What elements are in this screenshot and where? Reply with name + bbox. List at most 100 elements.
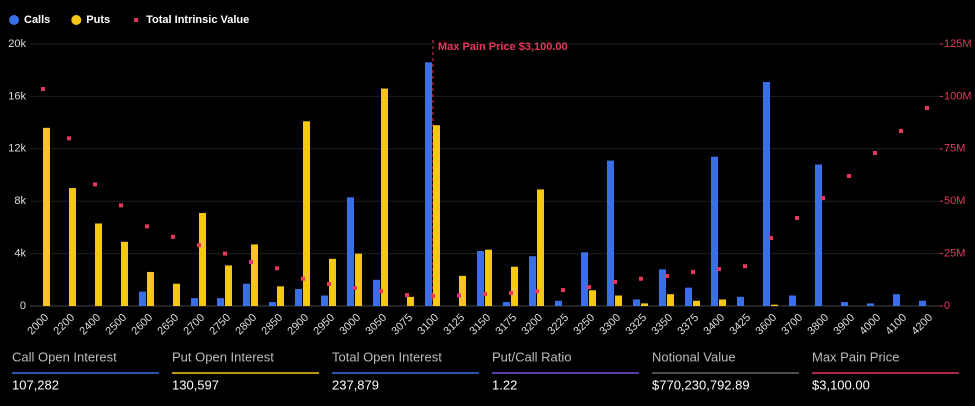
x-tick-label: 3900 bbox=[831, 312, 857, 338]
y-tick-label: 4k bbox=[14, 248, 26, 260]
bar bbox=[199, 212, 206, 306]
x-tick-label: 3300 bbox=[597, 312, 623, 338]
bar bbox=[589, 290, 596, 306]
bar bbox=[43, 127, 50, 306]
legend-label: Calls bbox=[24, 14, 50, 26]
scatter-point bbox=[119, 203, 123, 208]
bar bbox=[685, 287, 692, 306]
bar bbox=[815, 164, 822, 306]
stat-label: Call Open Interest bbox=[12, 349, 117, 364]
bar bbox=[355, 253, 362, 306]
bar bbox=[347, 197, 354, 306]
y2-tick-label: 25M bbox=[944, 248, 965, 260]
bar bbox=[511, 266, 518, 306]
stat-value: 1.22 bbox=[492, 377, 517, 392]
bar bbox=[217, 298, 224, 306]
scatter-point bbox=[41, 87, 45, 92]
x-tick-label: 2200 bbox=[51, 312, 77, 338]
scatter-point bbox=[457, 293, 461, 298]
scatter-point bbox=[483, 292, 487, 297]
x-tick-label: 3250 bbox=[571, 312, 597, 338]
bar bbox=[121, 241, 128, 306]
scatter-point bbox=[613, 279, 617, 284]
x-tick-label: 3325 bbox=[623, 312, 649, 338]
y2-tick-label: 0 bbox=[944, 300, 950, 312]
x-tick-label: 2850 bbox=[259, 312, 285, 338]
y2-tick-label: 125M bbox=[944, 38, 972, 50]
x-tick-label: 3100 bbox=[415, 312, 441, 338]
scatter-point bbox=[171, 234, 175, 239]
scatter-point bbox=[743, 264, 747, 269]
bar bbox=[243, 283, 250, 306]
x-tick-label: 3200 bbox=[519, 312, 545, 338]
bar bbox=[633, 299, 640, 306]
bar bbox=[893, 294, 900, 306]
x-tick-label: 2500 bbox=[103, 312, 129, 338]
bar bbox=[295, 288, 302, 306]
y-tick-label: 8k bbox=[14, 195, 26, 207]
x-tick-label: 3375 bbox=[675, 312, 701, 338]
bar bbox=[555, 300, 562, 306]
x-tick-label: 2900 bbox=[285, 312, 311, 338]
scatter-point bbox=[795, 215, 799, 220]
bar bbox=[407, 296, 414, 306]
x-tick-label: 4200 bbox=[909, 312, 935, 338]
bar bbox=[607, 160, 614, 306]
legend-marker bbox=[9, 15, 19, 25]
x-tick-label: 3425 bbox=[727, 312, 753, 338]
bar bbox=[95, 223, 102, 306]
bar bbox=[711, 156, 718, 306]
scatter-point bbox=[847, 174, 851, 179]
x-tick-label: 2600 bbox=[129, 312, 155, 338]
scatter-point bbox=[769, 236, 773, 241]
bar bbox=[771, 304, 778, 306]
bar bbox=[373, 279, 380, 306]
x-tick-label: 3400 bbox=[701, 312, 727, 338]
bar bbox=[277, 286, 284, 306]
scatter-point bbox=[405, 293, 409, 298]
scatter-point bbox=[717, 267, 721, 272]
scatter-point bbox=[821, 196, 825, 201]
bar bbox=[329, 258, 336, 306]
bar bbox=[867, 303, 874, 306]
x-tick-label: 3125 bbox=[441, 312, 467, 338]
y2-tick-label: 50M bbox=[944, 195, 965, 207]
scatter-point bbox=[899, 128, 903, 133]
bar bbox=[659, 269, 666, 306]
scatter-point bbox=[67, 136, 71, 141]
x-tick-label: 2400 bbox=[77, 312, 103, 338]
stat-value: $770,230,792.89 bbox=[652, 377, 750, 392]
bar bbox=[503, 302, 510, 306]
x-tick-label: 3700 bbox=[779, 312, 805, 338]
stat-value: 130,597 bbox=[172, 377, 219, 392]
scatter-point bbox=[275, 266, 279, 271]
stat-label: Put/Call Ratio bbox=[492, 349, 571, 364]
bar bbox=[251, 244, 258, 306]
stat-value: 107,282 bbox=[12, 377, 59, 392]
bar bbox=[433, 125, 440, 306]
bar bbox=[303, 121, 310, 306]
x-tick-label: 3225 bbox=[545, 312, 571, 338]
x-tick-label: 3000 bbox=[337, 312, 363, 338]
scatter-point bbox=[197, 243, 201, 248]
y2-tick-label: 100M bbox=[944, 90, 972, 102]
x-tick-label: 3350 bbox=[649, 312, 675, 338]
x-tick-label: 2000 bbox=[25, 312, 51, 338]
y2-tick-label: 75M bbox=[944, 143, 965, 155]
y-tick-label: 20k bbox=[8, 38, 26, 50]
bar bbox=[581, 252, 588, 306]
bar bbox=[667, 294, 674, 306]
scatter-point bbox=[925, 105, 929, 110]
scatter-point bbox=[535, 289, 539, 294]
x-tick-label: 4000 bbox=[857, 312, 883, 338]
scatter-point bbox=[353, 285, 357, 290]
x-tick-label: 2950 bbox=[311, 312, 337, 338]
bar bbox=[737, 296, 744, 306]
scatter-point bbox=[873, 150, 877, 155]
y-tick-label: 12k bbox=[8, 143, 26, 155]
x-tick-label: 3075 bbox=[389, 312, 415, 338]
x-tick-label: 2650 bbox=[155, 312, 181, 338]
y-tick-label: 0 bbox=[20, 300, 26, 312]
bar bbox=[841, 302, 848, 306]
bar bbox=[459, 275, 466, 306]
